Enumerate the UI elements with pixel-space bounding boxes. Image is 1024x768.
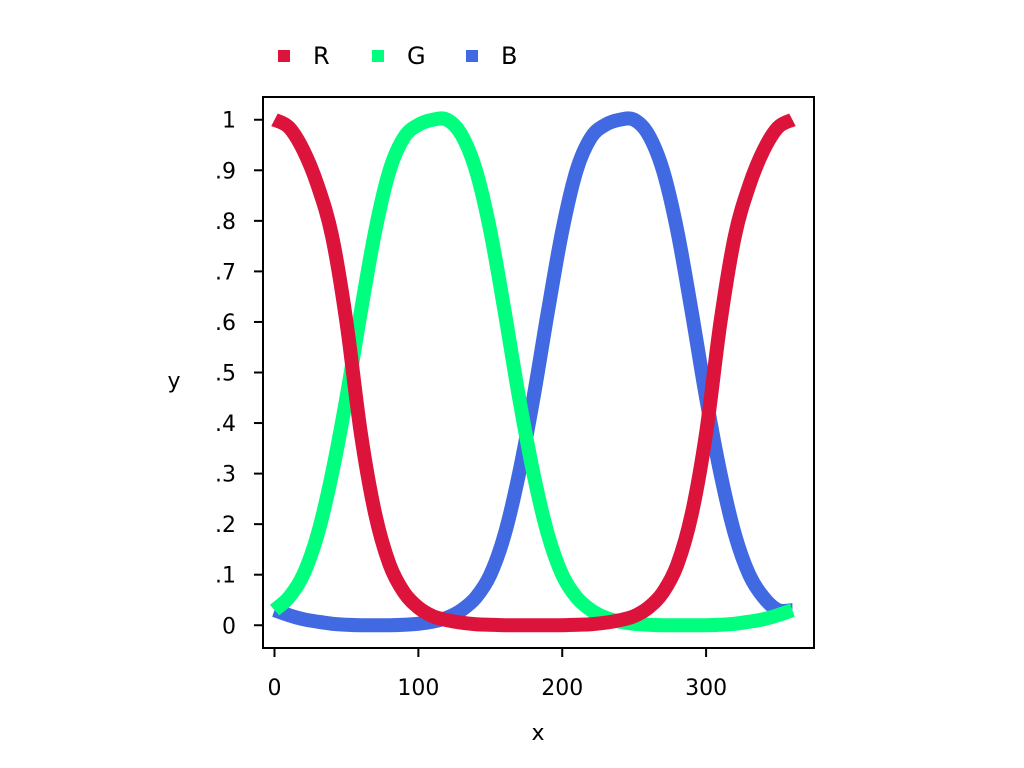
x-tick-label: 300 bbox=[685, 676, 727, 701]
y-tick-label: .9 bbox=[215, 159, 236, 184]
y-tick-label: .3 bbox=[215, 463, 236, 488]
y-tick-label: .1 bbox=[215, 564, 236, 589]
legend-swatch-b bbox=[466, 50, 478, 62]
legend-swatch-r bbox=[278, 50, 290, 62]
y-tick-label: 0 bbox=[222, 614, 236, 639]
legend-swatch-g bbox=[372, 50, 384, 62]
legend-label-g: G bbox=[407, 42, 426, 70]
y-tick-label: .7 bbox=[215, 260, 236, 285]
legend-label-b: B bbox=[501, 42, 517, 70]
y-axis-label: y bbox=[167, 369, 180, 394]
x-tick-label: 0 bbox=[268, 676, 282, 701]
series-line-r bbox=[271, 113, 796, 633]
legend-label-r: R bbox=[313, 42, 330, 70]
x-tick-label: 200 bbox=[541, 676, 583, 701]
series-layer bbox=[269, 111, 796, 633]
y-tick-label: .5 bbox=[215, 362, 236, 387]
series-line-g bbox=[269, 111, 795, 633]
y-tick-label: .8 bbox=[215, 210, 236, 235]
y-tick-label: .6 bbox=[215, 311, 236, 336]
y-tick-label: .2 bbox=[215, 513, 236, 538]
axes: 0 100 200 300 0 .1 .2 .3 .4 .5 .6 .7 .8 .9 1 bbox=[215, 109, 727, 701]
y-tick-label: .4 bbox=[215, 412, 236, 437]
x-axis-label: x bbox=[531, 721, 544, 746]
y-tick-label: 1 bbox=[222, 109, 236, 134]
x-tick-label: 100 bbox=[397, 676, 439, 701]
